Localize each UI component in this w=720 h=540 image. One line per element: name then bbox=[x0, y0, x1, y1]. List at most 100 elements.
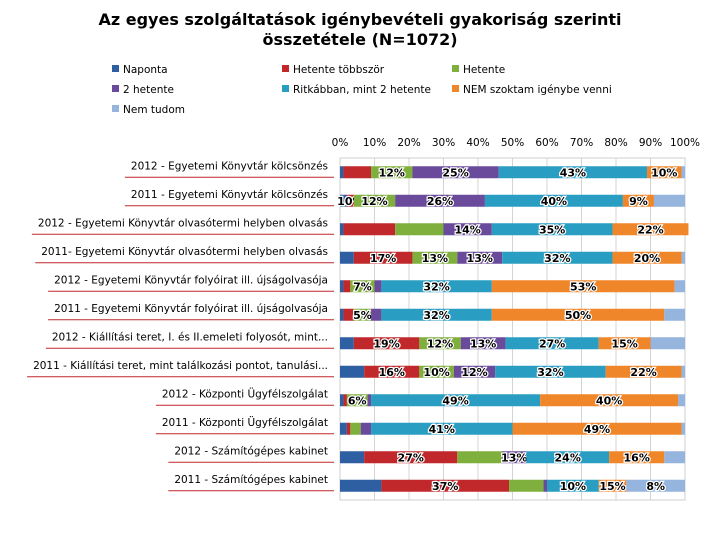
bar-segment bbox=[443, 223, 492, 236]
legend-item: Nem tudom bbox=[112, 104, 185, 116]
bar-segment bbox=[340, 422, 347, 435]
bar-segment bbox=[353, 194, 396, 207]
data-label: 41% bbox=[429, 423, 455, 436]
data-label: 14% bbox=[454, 223, 480, 236]
x-tick-label: 80% bbox=[604, 137, 627, 149]
legend-label: NEM szoktam igénybe venni bbox=[463, 84, 612, 96]
data-label: 15% bbox=[599, 480, 625, 493]
bar-segment bbox=[412, 166, 499, 179]
bar-segment bbox=[364, 365, 420, 378]
bar-segment bbox=[509, 479, 544, 492]
data-label: 16% bbox=[624, 451, 650, 464]
bar-segment bbox=[412, 251, 458, 264]
data-label: 37% bbox=[432, 480, 458, 493]
bar-segment bbox=[343, 394, 347, 407]
bar-segment bbox=[540, 394, 679, 407]
legend-swatch bbox=[112, 65, 119, 72]
data-label: 19% bbox=[373, 337, 399, 350]
legend-swatch bbox=[112, 85, 119, 92]
data-label: 20% bbox=[634, 252, 660, 265]
bar-segment bbox=[346, 422, 351, 435]
category-label: 2012 - Kiállítási teret, I. és II.emelet… bbox=[52, 331, 328, 343]
data-label: 32% bbox=[423, 280, 449, 293]
data-label: 7% bbox=[353, 280, 372, 293]
bar-segment bbox=[622, 194, 654, 207]
data-label: 43% bbox=[560, 166, 586, 179]
x-tick-label: 20% bbox=[397, 137, 420, 149]
bar-segment bbox=[371, 166, 413, 179]
legend-item: NEM szoktam igénybe venni bbox=[452, 84, 612, 96]
data-label: 12% bbox=[361, 195, 387, 208]
data-label: 13% bbox=[501, 451, 527, 464]
bar-segment bbox=[681, 422, 685, 435]
data-label: 24% bbox=[555, 451, 581, 464]
data-label: 27% bbox=[539, 337, 565, 350]
bar-segment bbox=[364, 451, 458, 464]
category-label: 2012 - Egyetemi Könyvtár kölcsönzés bbox=[131, 160, 328, 172]
bar-segment bbox=[343, 166, 372, 179]
data-label: 25% bbox=[442, 166, 468, 179]
x-tick-label: 70% bbox=[570, 137, 593, 149]
data-label: 16% bbox=[379, 366, 405, 379]
legend-label: Hetente bbox=[463, 64, 506, 76]
legend-swatch bbox=[112, 105, 119, 112]
legend-label: Ritkábban, mint 2 hetente bbox=[293, 84, 431, 96]
bar-segment bbox=[395, 223, 444, 236]
bar-segment bbox=[367, 394, 372, 407]
data-label: 32% bbox=[544, 252, 570, 265]
bar-segment bbox=[340, 479, 382, 492]
legend-swatch bbox=[452, 65, 459, 72]
x-tick-label: 90% bbox=[639, 137, 662, 149]
bar-segment bbox=[460, 337, 506, 350]
data-label: 6% bbox=[348, 394, 367, 407]
data-label: 17% bbox=[370, 252, 396, 265]
bar-segment bbox=[340, 166, 344, 179]
bar-segment bbox=[484, 194, 623, 207]
category-label: 2011 - Számítógépes kabinet bbox=[174, 474, 328, 486]
bar-segment bbox=[502, 451, 527, 464]
legend-item: Naponta bbox=[112, 64, 168, 76]
bar-segment bbox=[340, 223, 344, 236]
bar-segment bbox=[681, 251, 685, 264]
x-tick-label: 40% bbox=[466, 137, 489, 149]
data-label: 32% bbox=[537, 366, 563, 379]
bar-segment bbox=[647, 166, 682, 179]
data-label: 10% bbox=[651, 166, 677, 179]
data-label: 32% bbox=[423, 309, 449, 322]
data-label: 50% bbox=[565, 309, 591, 322]
bar-segment bbox=[340, 251, 354, 264]
bar-segment bbox=[612, 223, 689, 236]
chart-title: Az egyes szolgáltatások igénybevételi gy… bbox=[0, 10, 720, 50]
bar-segment bbox=[353, 251, 413, 264]
bar-segment bbox=[681, 365, 685, 378]
bar-segment bbox=[346, 394, 368, 407]
bar-segment bbox=[502, 251, 613, 264]
category-label: 2011- Egyetemi Könyvtár olvasótermi hely… bbox=[41, 246, 328, 258]
bar-segment bbox=[343, 280, 351, 293]
data-label: 9% bbox=[629, 195, 648, 208]
x-tick-label: 60% bbox=[535, 137, 558, 149]
data-label: 22% bbox=[630, 366, 656, 379]
category-label: 2012 - Központi Ügyfélszolgálat bbox=[162, 387, 328, 400]
bar-segment bbox=[340, 194, 347, 207]
bar-segment bbox=[353, 337, 420, 350]
data-label: 35% bbox=[539, 223, 565, 236]
category-label: 2011 - Egyetemi Könyvtár kölcsönzés bbox=[131, 189, 328, 201]
bar-segment bbox=[498, 166, 648, 179]
bar-segment bbox=[340, 280, 344, 293]
legend-swatch bbox=[452, 85, 459, 92]
category-label: 2011 - Kiállítási teret, mint találkozás… bbox=[33, 360, 328, 372]
bar-segment bbox=[491, 223, 613, 236]
bar-segment bbox=[340, 337, 354, 350]
legend-item: 2 hetente bbox=[112, 84, 174, 96]
data-label: 12% bbox=[461, 366, 487, 379]
data-label: 13% bbox=[470, 337, 496, 350]
category-label: 2011 - Központi Ügyfélszolgálat bbox=[162, 416, 328, 429]
category-label: 2011 - Egyetemi Könyvtár folyóirat ill. … bbox=[54, 303, 328, 315]
bar-segment bbox=[664, 451, 685, 464]
data-label: 27% bbox=[398, 451, 424, 464]
bar-segment bbox=[343, 308, 354, 321]
bar-segment bbox=[419, 337, 461, 350]
legend-item: Hetente bbox=[452, 64, 505, 76]
bar-segment bbox=[543, 479, 547, 492]
